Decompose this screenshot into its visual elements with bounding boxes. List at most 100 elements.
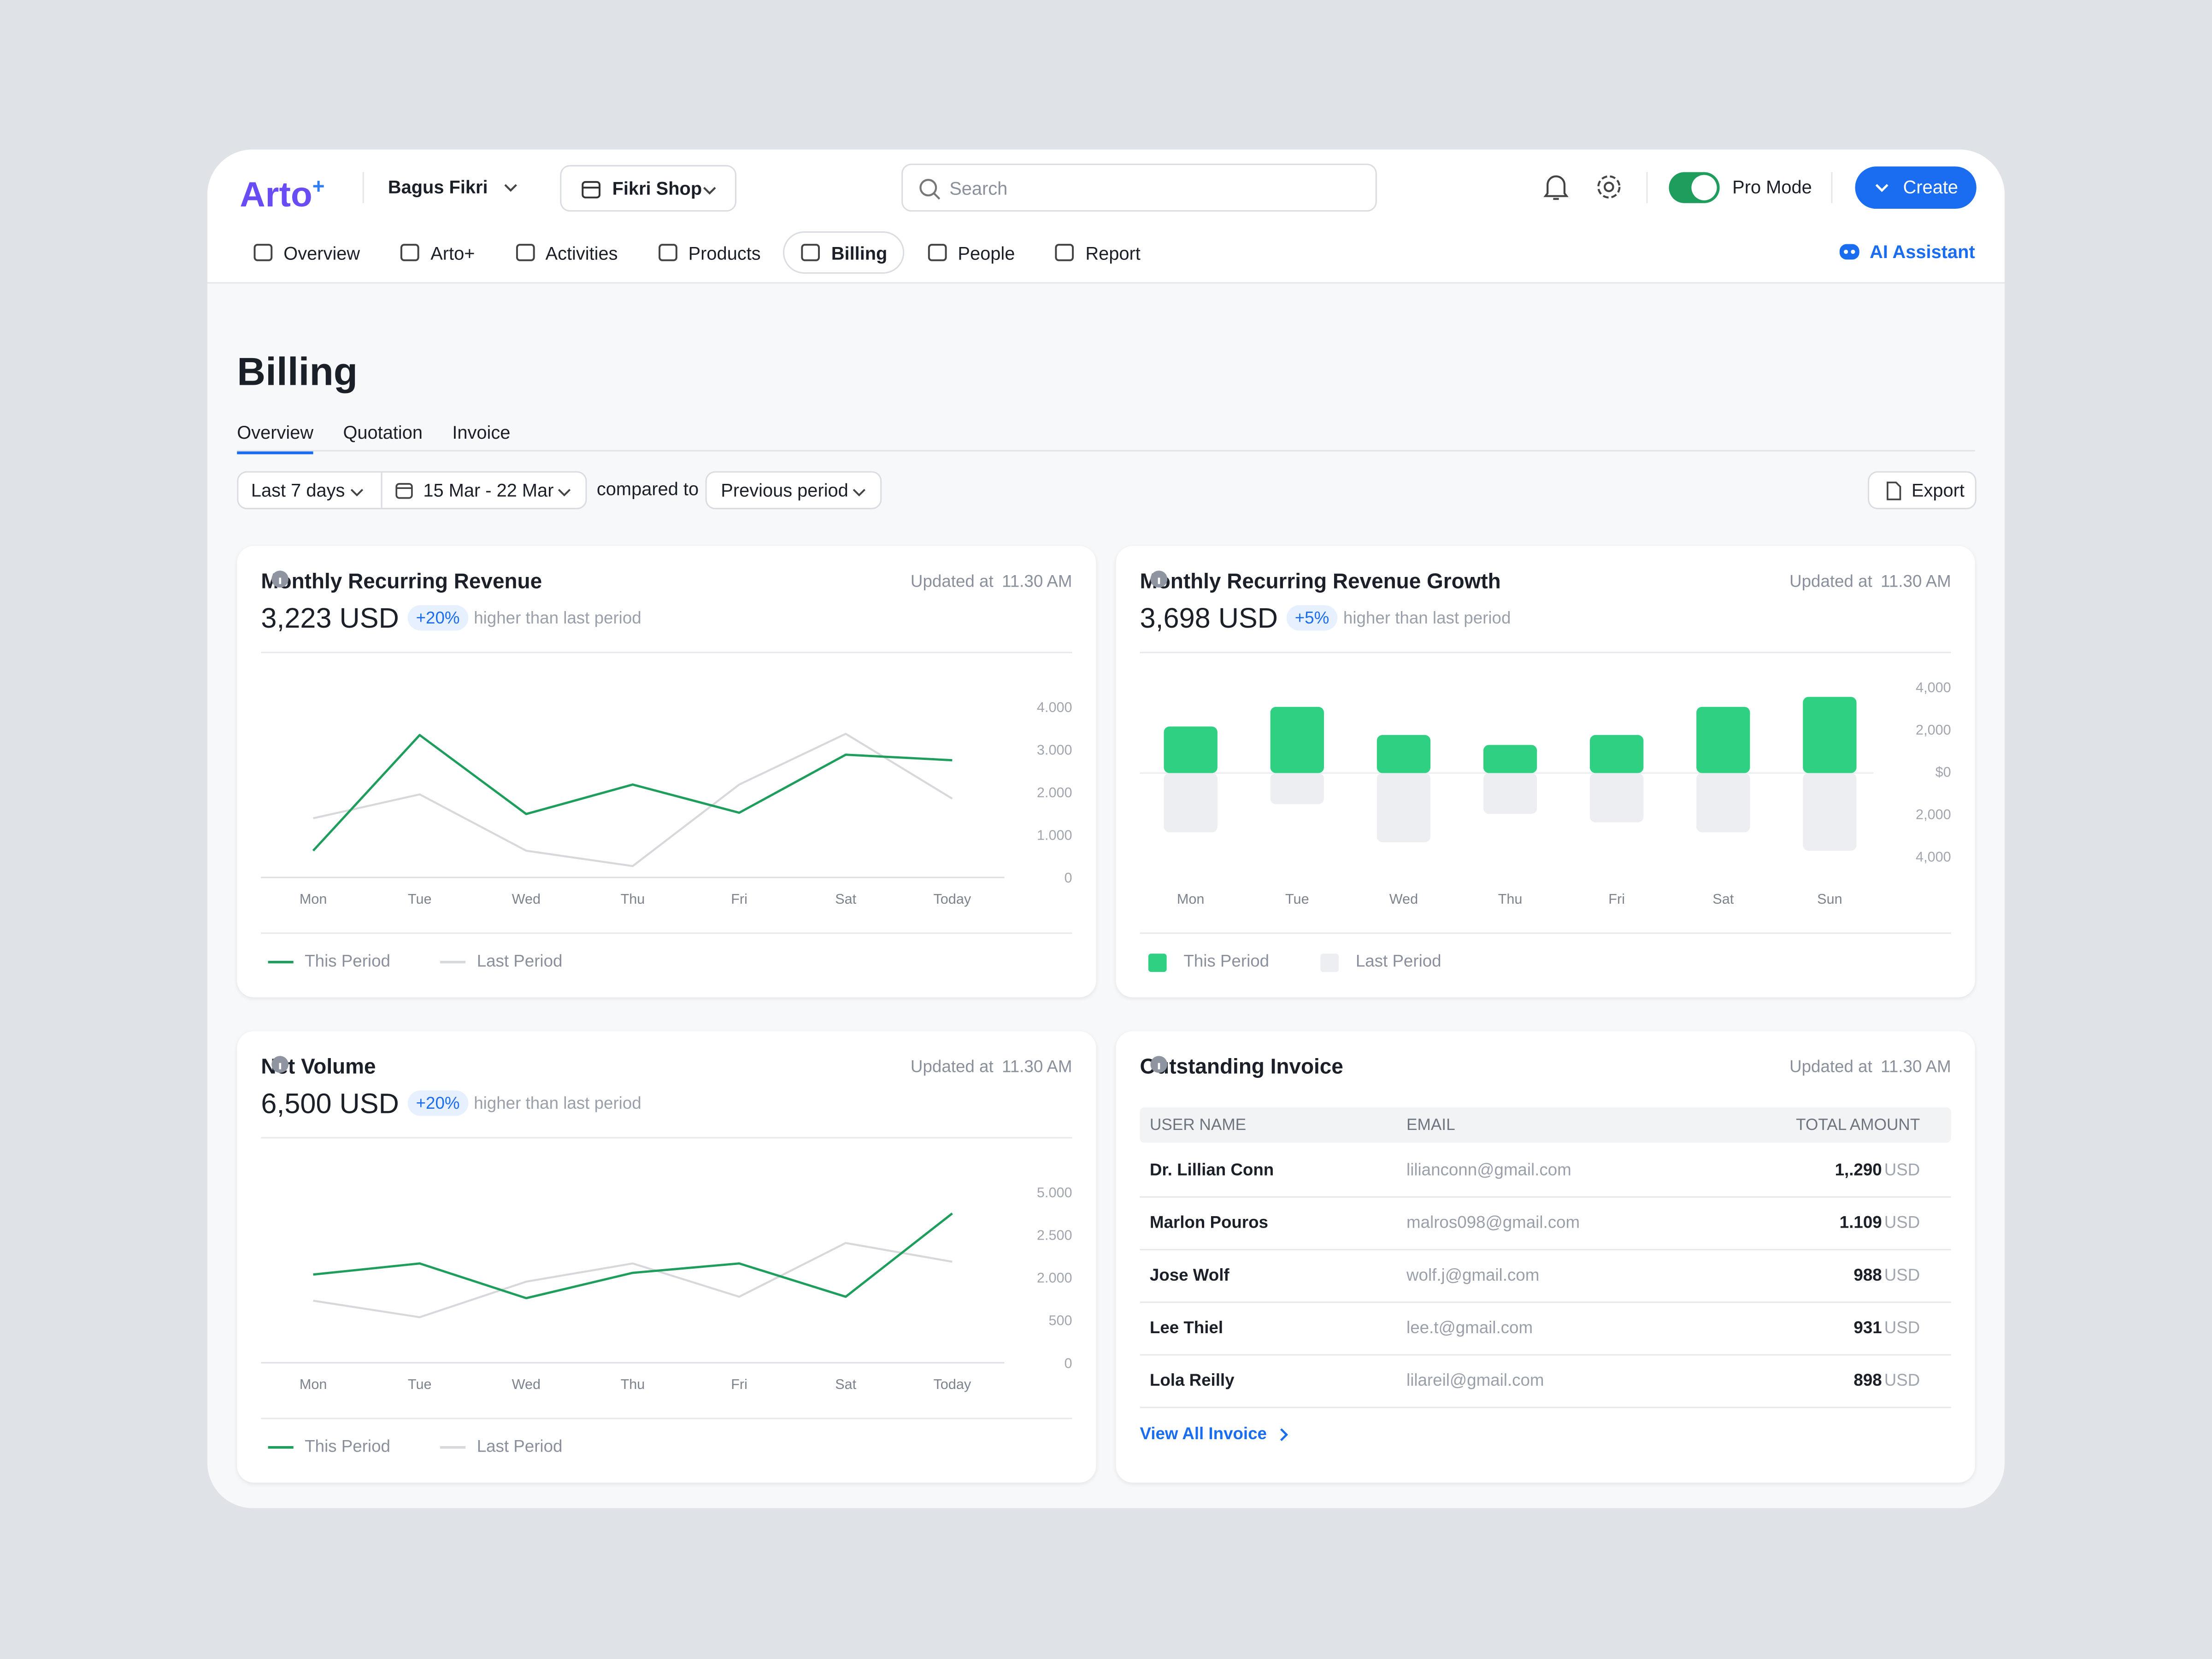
user-menu[interactable]: Bagus Fikri xyxy=(388,176,518,199)
user-name: Dr. Lillian Conn xyxy=(1150,1160,1274,1179)
legend-label[interactable]: This Period xyxy=(305,1437,390,1456)
nav-item[interactable]: Billing xyxy=(783,231,905,274)
updated: Updated at 11.30 AM xyxy=(911,1057,1072,1077)
create-label: Create xyxy=(1903,176,1959,198)
legend-label[interactable]: Last Period xyxy=(1356,951,1441,970)
currency: USD xyxy=(1884,1318,1920,1337)
range-select[interactable]: Last 7 days xyxy=(251,479,345,501)
updated-label: Updated at xyxy=(1789,1056,1872,1077)
x-tick-label: Tue xyxy=(408,891,432,907)
nav-icon xyxy=(658,244,677,261)
ai-assistant-label: AI Assistant xyxy=(1870,241,1975,263)
nav-item[interactable]: Activities xyxy=(497,231,635,274)
y-tick-label: 2.000 xyxy=(1037,1270,1072,1286)
tabs-line xyxy=(237,450,1975,452)
separator xyxy=(362,172,364,203)
nav-bar: Overview Arto+ Activities Products Billing Pe… xyxy=(235,231,1157,274)
app-window: Arto+ Bagus Fikri Fikri Shop Search Pro … xyxy=(207,149,2005,1508)
bar xyxy=(1377,735,1431,773)
legend-label[interactable]: This Period xyxy=(305,951,390,970)
nav-item[interactable]: Products xyxy=(641,231,778,274)
x-tick-label: Fri xyxy=(731,1377,747,1392)
info-icon xyxy=(271,571,289,588)
ai-assistant[interactable]: AI Assistant xyxy=(1839,241,1975,264)
updated-time: 11.30 AM xyxy=(1881,1056,1951,1077)
tab[interactable]: Quotation xyxy=(343,422,423,443)
currency: USD xyxy=(1884,1371,1920,1389)
pro-mode-toggle[interactable] xyxy=(1669,172,1720,203)
bar xyxy=(1590,773,1644,823)
bar xyxy=(1696,706,1750,773)
icon-shape xyxy=(1158,577,1160,584)
updated-time: 11.30 AM xyxy=(1881,571,1951,591)
export-button[interactable]: Export xyxy=(1868,471,1977,510)
x-tick-label: Sun xyxy=(1817,891,1842,907)
tabs: Overview Quotation Invoice xyxy=(237,422,510,454)
metric-value: 3,698 USD xyxy=(1140,604,1278,635)
bar xyxy=(1483,773,1537,814)
page-title: Billing xyxy=(237,350,358,394)
nav-item[interactable]: Report xyxy=(1037,231,1157,274)
nav-icon xyxy=(1055,244,1075,261)
separator xyxy=(381,472,382,508)
shop-icon xyxy=(582,181,601,199)
bar xyxy=(1377,773,1431,842)
nav-item[interactable]: Overview xyxy=(235,231,377,274)
logo[interactable]: Arto+ xyxy=(240,166,324,216)
metric-value: 3,223 USD xyxy=(261,604,399,635)
updated-label: Updated at xyxy=(910,571,994,591)
change-note: higher than last period xyxy=(1343,608,1511,628)
dates-select[interactable]: 15 Mar - 22 Mar xyxy=(423,479,554,501)
chevron xyxy=(853,488,865,497)
amount: 898 xyxy=(1853,1371,1882,1389)
user-name: Jose Wolf xyxy=(1150,1265,1230,1284)
nav-item[interactable]: People xyxy=(910,231,1032,274)
nav-label: Arto+ xyxy=(430,242,475,263)
nav-icon xyxy=(928,244,947,261)
comparison-select[interactable]: Previous period xyxy=(705,471,882,510)
legend-label[interactable]: Last Period xyxy=(477,951,563,970)
tab[interactable]: Invoice xyxy=(452,422,511,443)
search-box[interactable]: Search xyxy=(901,164,1377,212)
x-tick-label: Today xyxy=(933,891,971,907)
header: Arto+ Bagus Fikri Fikri Shop Search Pro … xyxy=(207,149,2005,284)
change-badge: +20% xyxy=(407,1090,468,1116)
tab[interactable]: Overview xyxy=(237,422,314,454)
legend-label[interactable]: This Period xyxy=(1183,951,1269,970)
nav-item[interactable]: Arto+ xyxy=(382,231,492,274)
bar xyxy=(1164,726,1218,773)
change-note: higher than last period xyxy=(474,1093,641,1113)
y-tick-label: 4,000 xyxy=(1916,680,1951,695)
currency: USD xyxy=(1884,1265,1920,1284)
card-canvas: 4.000 3.000 2.000 1.000 0 Mon Tue Wed Thu Fri Sat T… xyxy=(261,700,1072,970)
amount: 988 xyxy=(1853,1265,1882,1284)
change-badge: +5% xyxy=(1286,605,1338,631)
x-tick-label: Fri xyxy=(731,891,747,907)
card-canvas: USER NAME EMAIL TOTAL AMOUNT Dr. Lillian Co… xyxy=(1140,1107,1951,1443)
y-tick-label: 2.500 xyxy=(1037,1227,1072,1243)
calendar-icon xyxy=(395,483,413,499)
x-tick-label: Thu xyxy=(1498,891,1523,907)
nav-label: Billing xyxy=(831,242,888,263)
y-tick-label: 3.000 xyxy=(1037,742,1072,758)
card-title-text: Monthly Recurring Revenue Growth xyxy=(1140,570,1501,594)
view-all-link[interactable]: View All Invoice xyxy=(1140,1424,1267,1443)
email: malros098@gmail.com xyxy=(1406,1213,1580,1232)
shop-select[interactable]: Fikri Shop xyxy=(560,165,736,212)
icon-shape xyxy=(928,244,947,261)
y-tick-label: 4.000 xyxy=(1037,700,1072,715)
icon-shape xyxy=(400,244,420,261)
legend-label[interactable]: Last Period xyxy=(477,1437,563,1456)
x-tick-label: Wed xyxy=(512,1377,541,1392)
email: lee.t@gmail.com xyxy=(1406,1318,1533,1337)
icon-shape xyxy=(658,244,677,261)
settings-icon[interactable] xyxy=(1595,174,1622,200)
create-button[interactable]: Create xyxy=(1855,166,1977,209)
nav-icon xyxy=(400,244,420,261)
nav-label: Activities xyxy=(545,242,618,263)
bell-icon[interactable] xyxy=(1543,174,1569,202)
currency: USD xyxy=(1884,1213,1920,1232)
card-title: Monthly Recurring Revenue xyxy=(261,570,542,594)
nav-label: Overview xyxy=(283,242,360,263)
x-tick-label: Sat xyxy=(1712,891,1734,907)
